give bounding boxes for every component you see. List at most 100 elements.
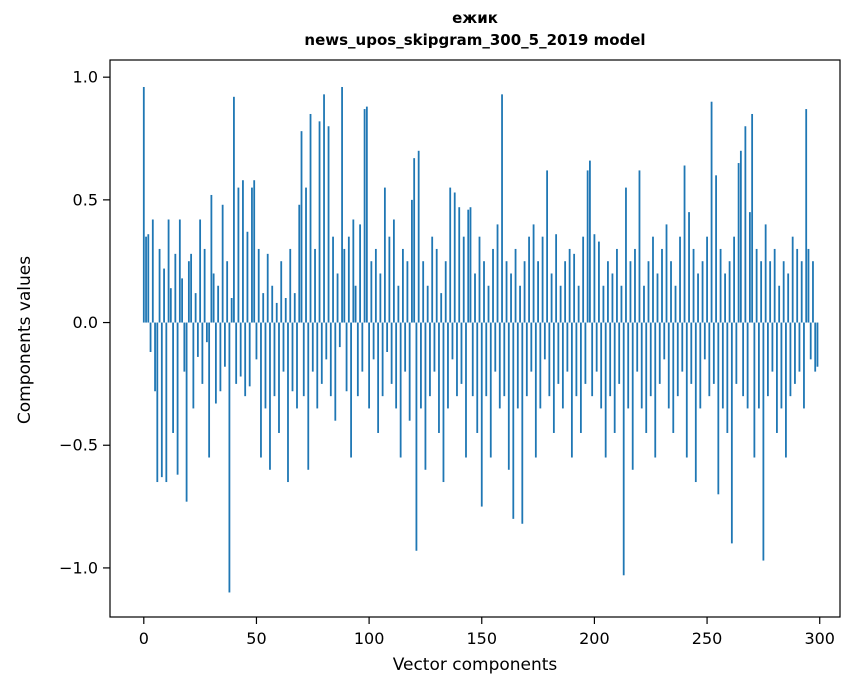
- y-tick-label: −1.0: [59, 558, 98, 577]
- bar: [595, 322, 598, 372]
- bar: [199, 219, 202, 323]
- bar: [163, 268, 165, 323]
- bar: [636, 322, 639, 372]
- axes-layer: 1.0 0.5 0.0 −0.5 −1.0 0 50 100 150 200 250 300: [59, 59, 841, 648]
- bar: [453, 192, 456, 323]
- bar: [494, 322, 497, 372]
- bar: [406, 261, 409, 323]
- bar: [771, 322, 774, 372]
- bar: [377, 322, 380, 433]
- bar: [814, 322, 817, 372]
- bar: [514, 248, 517, 323]
- bar: [172, 322, 174, 433]
- bar: [345, 322, 348, 392]
- bars-layer: [142, 86, 819, 593]
- bar: [221, 204, 224, 323]
- bar: [368, 322, 370, 409]
- bar: [575, 322, 578, 397]
- bar: [543, 322, 546, 360]
- bar: [688, 212, 690, 323]
- bar: [343, 248, 346, 323]
- bar: [523, 261, 526, 323]
- bar: [386, 322, 389, 352]
- bar: [352, 219, 355, 323]
- bar: [773, 248, 776, 323]
- bar: [728, 261, 731, 323]
- bar: [356, 322, 359, 397]
- bar: [424, 322, 427, 470]
- x-axis-label: Vector components: [393, 655, 558, 675]
- bar: [359, 224, 361, 323]
- bar: [314, 248, 316, 323]
- bar: [685, 322, 688, 458]
- bar: [178, 219, 181, 323]
- bar: [347, 236, 350, 323]
- bar: [147, 234, 150, 323]
- bar: [537, 261, 539, 323]
- bar: [559, 285, 562, 323]
- bar: [287, 322, 289, 483]
- bar: [683, 165, 686, 323]
- bar: [228, 322, 231, 593]
- bar: [208, 322, 211, 458]
- bar: [478, 236, 481, 323]
- bar: [760, 261, 763, 323]
- bar: [753, 322, 756, 458]
- bar: [196, 322, 199, 357]
- bar: [625, 187, 627, 323]
- bar: [528, 236, 530, 323]
- bar: [187, 261, 190, 323]
- bar: [318, 121, 321, 323]
- bar: [510, 273, 512, 323]
- x-tick-label: 0: [139, 629, 149, 648]
- bar: [521, 322, 524, 524]
- bar: [706, 236, 708, 323]
- bar: [307, 322, 310, 470]
- bar: [643, 285, 645, 323]
- bar: [282, 322, 285, 372]
- bar: [573, 253, 576, 323]
- bar: [546, 170, 548, 323]
- bar: [762, 322, 765, 561]
- y-tick-label: 1.0: [73, 68, 98, 87]
- bar: [767, 322, 769, 397]
- y-tick-label: 0.5: [73, 190, 98, 209]
- bar: [516, 322, 519, 409]
- bar: [458, 207, 461, 323]
- bar: [593, 234, 596, 323]
- bar: [483, 261, 485, 323]
- bar: [185, 322, 188, 502]
- bar: [404, 322, 407, 372]
- bar: [690, 322, 693, 384]
- bar: [519, 285, 521, 323]
- bar: [769, 261, 772, 323]
- bar: [194, 293, 197, 323]
- bar: [681, 322, 684, 372]
- bar: [325, 322, 328, 360]
- bar: [699, 322, 702, 409]
- bar: [577, 285, 580, 323]
- bar: [744, 126, 747, 323]
- bar: [634, 248, 636, 323]
- bar: [566, 322, 569, 372]
- bar: [534, 322, 537, 458]
- bar: [298, 204, 301, 323]
- bar: [679, 236, 681, 323]
- bar: [733, 236, 735, 323]
- bar: [717, 322, 720, 495]
- bar: [654, 322, 657, 458]
- bar: [145, 236, 147, 323]
- bar: [476, 322, 479, 433]
- bar: [715, 175, 717, 323]
- bar: [219, 322, 222, 392]
- bar: [719, 248, 722, 323]
- bar: [226, 261, 229, 323]
- bar: [411, 199, 413, 323]
- bar: [755, 248, 758, 323]
- bar: [568, 248, 571, 323]
- bar: [210, 194, 213, 323]
- bar: [507, 322, 510, 470]
- bar: [169, 288, 172, 323]
- bar: [383, 187, 386, 323]
- bar: [244, 322, 247, 397]
